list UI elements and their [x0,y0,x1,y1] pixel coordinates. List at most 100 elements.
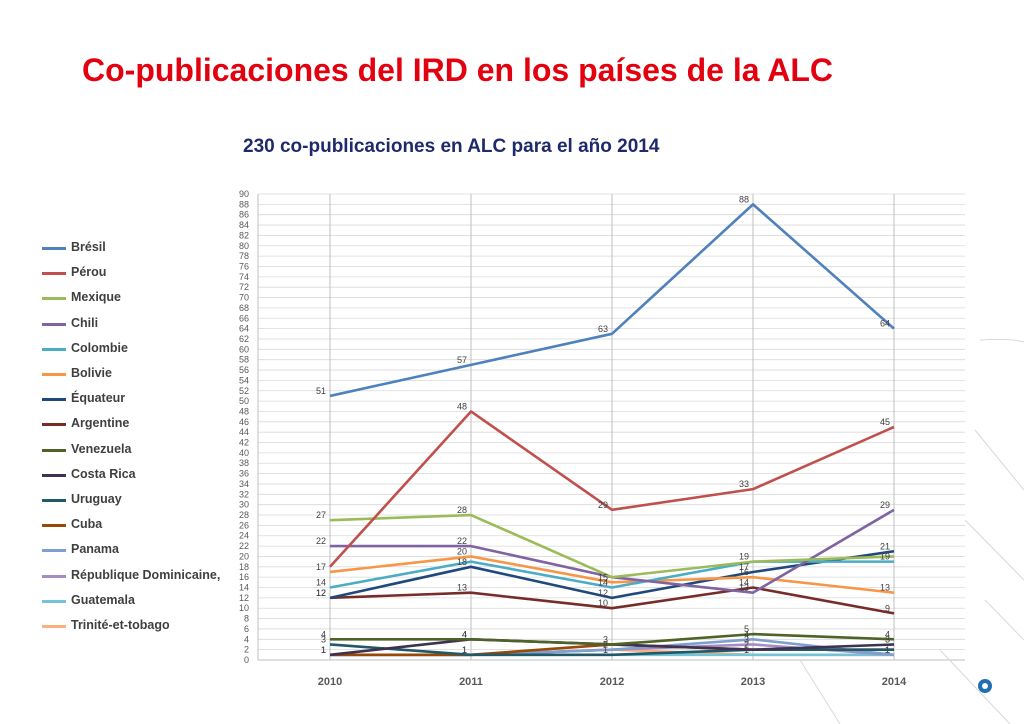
data-label: 14 [739,578,749,588]
y-tick-label: 50 [239,396,249,406]
legend-label: Trinité-et-tobago [71,618,170,632]
series-line [329,203,895,398]
data-label: 28 [457,505,467,515]
legend-swatch [42,272,66,276]
legend-swatch [42,398,66,402]
y-tick-label: 6 [244,624,249,634]
legend-item: Bolivie [42,364,242,384]
y-tick-label: 16 [239,572,249,582]
data-label: 13 [880,583,890,593]
y-tick-label: 26 [239,520,249,530]
data-label: 4 [462,629,467,639]
y-tick-label: 10 [239,603,249,613]
y-tick-label: 76 [239,261,249,271]
logo-dot-center-icon [982,683,988,689]
data-label: 33 [739,479,749,489]
data-label: 14 [598,578,608,588]
data-label: 3 [744,634,749,644]
data-label: 15 [598,572,608,582]
y-tick-label: 70 [239,293,249,303]
legend-swatch [42,247,66,250]
data-label: 9 [885,603,890,613]
data-label: 3 [321,634,326,644]
y-tick-label: 54 [239,375,249,385]
y-tick-label: 34 [239,479,249,489]
data-label: 1 [603,645,608,655]
data-label: 1 [744,645,749,655]
legend-swatch [42,524,66,528]
data-label: 1 [321,645,326,655]
y-tick-label: 86 [239,210,249,220]
y-tick-label: 84 [239,220,249,230]
legend-swatch [42,297,66,301]
data-label: 18 [457,557,467,567]
data-label: 64 [880,319,890,329]
legend-swatch [42,322,66,326]
legend-label: Colombie [71,340,128,355]
legend-swatch [42,499,66,502]
legend-label: Pérou [71,265,107,280]
y-tick-label: 40 [239,448,249,458]
data-label: 29 [880,500,890,510]
y-tick-label: 14 [239,583,249,593]
y-tick-label: 24 [239,531,249,541]
y-tick-label: 18 [239,562,249,572]
legend-item: Pérou [42,263,242,283]
data-label: 13 [739,583,749,593]
data-label: 14 [316,578,326,588]
x-tick-label: 2011 [459,676,483,688]
data-label: 3 [885,634,890,644]
data-label: 10 [598,598,608,608]
deco-line-1 [974,429,1024,491]
data-label: 19 [880,552,890,562]
series-line [329,643,894,657]
legend-label: Panama [71,542,119,557]
data-label: 1 [885,645,890,655]
data-label: 2 [744,640,749,650]
legend-item: Trinité-et-tobago [42,616,242,636]
y-tick-label: 52 [239,386,249,396]
legend-label: Chili [71,315,99,330]
y-tick-label: 62 [239,334,249,344]
data-label: 22 [457,536,467,546]
data-label: 27 [316,510,326,520]
data-label: 4 [885,629,890,639]
legend-label: Uruguay [71,492,122,506]
data-label: 5 [744,624,749,634]
legend-swatch [42,574,66,578]
y-tick-label: 36 [239,469,249,479]
y-tick-label: 32 [239,489,249,499]
legend-swatch [42,448,66,452]
legend-label: Costa Rica [71,466,136,481]
y-tick-label: 12 [239,593,249,603]
data-label: 13 [457,583,467,593]
y-tick-label: 60 [239,344,249,354]
y-tick-label: 72 [239,282,249,292]
legend-item: Costa Rica [42,465,242,485]
legend-label: Venezuela [71,441,132,456]
data-label: 57 [457,355,467,365]
data-label: 12 [316,588,326,598]
data-label: 2 [603,640,608,650]
y-tick-label: 28 [239,510,249,520]
legend-swatch [42,549,66,553]
deco-line-5 [799,659,841,724]
data-label: 4 [321,629,326,639]
data-label: 48 [457,401,467,411]
series-line [329,586,895,615]
y-tick-label: 0 [244,655,249,665]
deco-line-3 [984,599,1024,641]
y-tick-label: 42 [239,438,249,448]
y-tick-label: 66 [239,313,249,323]
data-label: 1 [462,645,467,655]
y-tick-label: 38 [239,458,249,468]
legend-swatch [42,423,66,427]
data-label: 12 [316,588,326,598]
x-tick-label: 2010 [318,676,342,688]
x-tick-label: 2012 [600,676,624,688]
slide-title: Co-publicaciones del IRD en los países d… [82,52,833,88]
data-label: 17 [739,562,749,572]
legend-swatch [42,473,66,477]
data-label: 1 [321,645,326,655]
